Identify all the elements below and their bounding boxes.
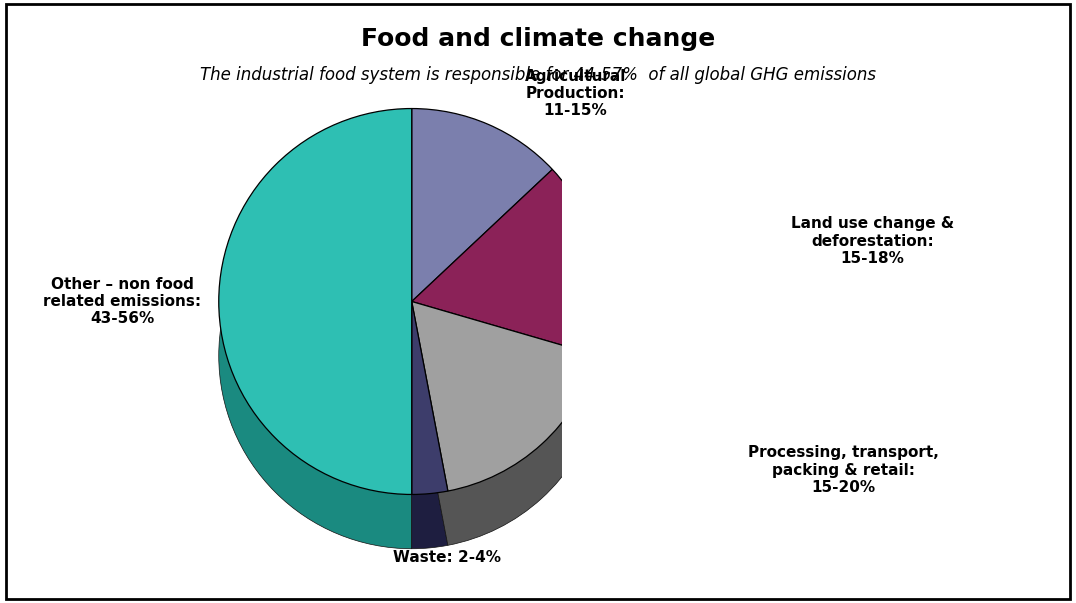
Wedge shape — [412, 356, 448, 549]
Wedge shape — [412, 302, 448, 494]
Wedge shape — [218, 109, 412, 494]
Text: Processing, transport,
packing & retail:
15-20%: Processing, transport, packing & retail:… — [748, 446, 938, 495]
Wedge shape — [412, 163, 552, 356]
Wedge shape — [412, 169, 605, 355]
Text: Food and climate change: Food and climate change — [360, 27, 716, 51]
Text: Waste: 2-4%: Waste: 2-4% — [393, 551, 500, 565]
Text: The industrial food system is responsible for 44-57%  of all global GHG emission: The industrial food system is responsibl… — [200, 66, 876, 84]
Wedge shape — [412, 302, 597, 491]
Wedge shape — [412, 356, 597, 545]
Wedge shape — [412, 109, 552, 302]
Text: Land use change &
deforestation:
15-18%: Land use change & deforestation: 15-18% — [791, 216, 954, 266]
Text: Other – non food
related emissions:
43-56%: Other – non food related emissions: 43-5… — [43, 277, 201, 326]
Wedge shape — [412, 224, 605, 409]
Text: Agricultural
Production:
11-15%: Agricultural Production: 11-15% — [525, 69, 626, 118]
Wedge shape — [218, 163, 412, 549]
